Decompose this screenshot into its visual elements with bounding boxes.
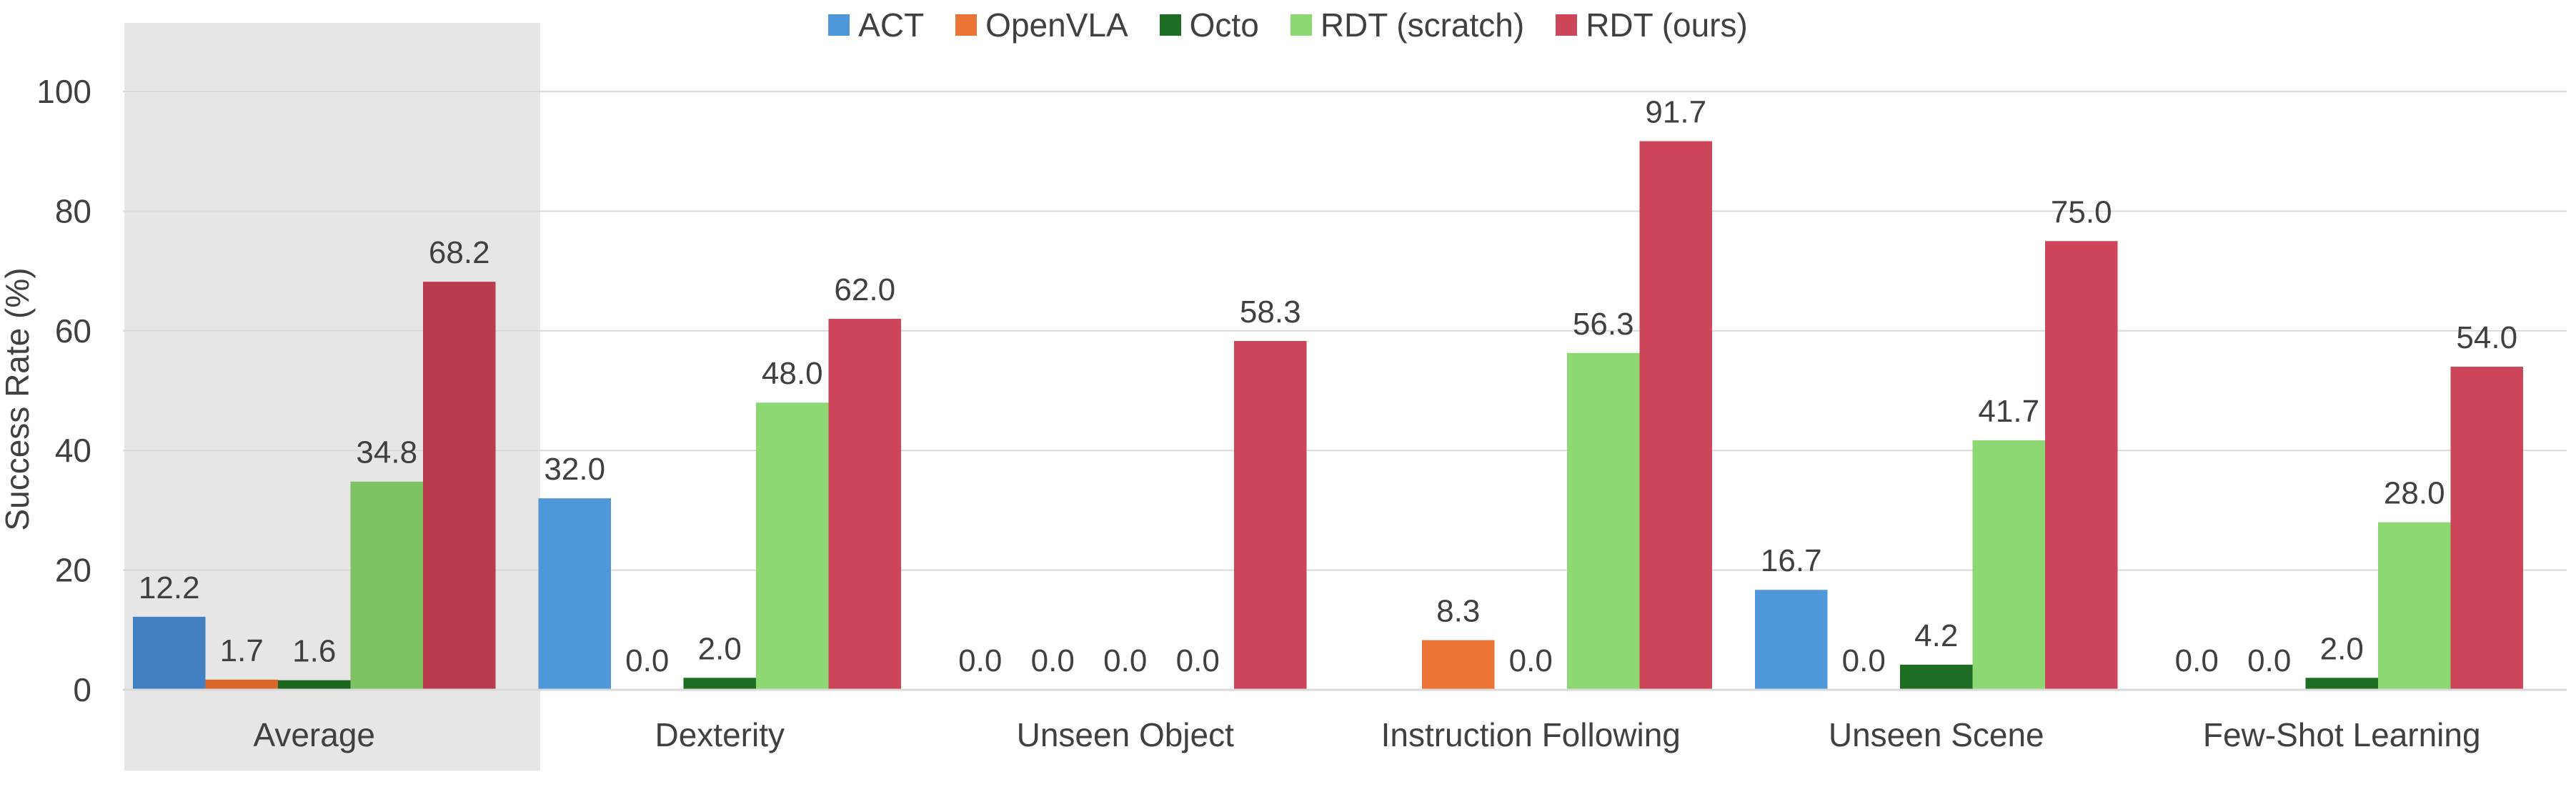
bar (2378, 522, 2451, 690)
data-label: 28.0 (2384, 476, 2445, 511)
legend-item: Octo (1159, 6, 1259, 44)
legend-swatch (955, 14, 978, 36)
y-tick-label: 0 (73, 671, 91, 708)
bar (278, 680, 351, 690)
legend-label: OpenVLA (985, 6, 1128, 44)
x-tick-label: Instruction Following (1381, 716, 1681, 753)
data-label: 54.0 (2456, 320, 2517, 355)
legend-label: Octo (1189, 6, 1259, 44)
y-tick-label: 40 (55, 432, 91, 469)
bar (1900, 664, 1973, 690)
legend-label: RDT (scratch) (1320, 6, 1525, 44)
y-tick-label: 80 (55, 192, 91, 229)
data-label: 1.7 (220, 633, 264, 668)
legend-swatch (1159, 14, 1181, 36)
y-tick-label: 20 (55, 552, 91, 589)
data-label: 0.0 (958, 643, 1002, 678)
bar (133, 616, 206, 690)
data-label: 56.3 (1573, 307, 1634, 342)
legend-label: RDT (ours) (1586, 6, 1748, 44)
data-label: 8.3 (1436, 594, 1480, 629)
bar (828, 319, 901, 690)
data-label: 41.7 (1978, 394, 2039, 429)
y-axis-label: Success Rate (%) (0, 267, 36, 530)
data-label: 48.0 (762, 356, 823, 391)
legend-swatch (828, 14, 850, 36)
x-tick-label: Few-Shot Learning (2203, 716, 2481, 753)
data-label: 16.7 (1761, 543, 1822, 578)
bar (1639, 141, 1712, 690)
x-tick-label: Unseen Scene (1829, 716, 2044, 753)
data-label: 0.0 (625, 643, 669, 678)
x-tick-label: Unseen Object (1017, 716, 1234, 753)
data-label: 32.0 (544, 452, 605, 487)
data-label: 1.6 (292, 634, 336, 669)
bar (2045, 241, 2118, 690)
legend-item: RDT (ours) (1556, 6, 1748, 44)
bar (683, 678, 756, 690)
bar (205, 679, 278, 690)
bar (538, 498, 611, 690)
data-label: 0.0 (2175, 643, 2219, 678)
x-tick-label: Average (253, 716, 375, 753)
bar (423, 282, 496, 690)
bar (1234, 341, 1307, 690)
y-tick-label: 60 (55, 312, 91, 350)
y-tick-label: 100 (36, 73, 91, 110)
data-label: 0.0 (2247, 643, 2291, 678)
bar (1422, 640, 1495, 690)
data-label: 0.0 (1031, 643, 1075, 678)
legend-item: RDT (scratch) (1290, 6, 1525, 44)
data-label: 0.0 (1103, 643, 1147, 678)
legend-item: OpenVLA (955, 6, 1128, 44)
legend-label: ACT (858, 6, 925, 44)
data-label: 2.0 (698, 631, 742, 666)
bar (2305, 678, 2378, 690)
bar (350, 481, 423, 690)
legend-swatch (1290, 14, 1312, 36)
bar (756, 402, 829, 690)
bar (1972, 440, 2045, 690)
data-label: 0.0 (1509, 643, 1553, 678)
data-label: 68.2 (429, 235, 490, 270)
bar (2450, 367, 2523, 690)
data-label: 75.0 (2051, 194, 2112, 229)
bar (1755, 590, 1828, 690)
bar (1567, 352, 1640, 690)
data-label: 62.0 (834, 272, 895, 307)
data-label: 58.3 (1240, 294, 1301, 330)
data-label: 0.0 (1842, 643, 1886, 678)
data-label: 34.8 (356, 435, 417, 470)
legend-swatch (1556, 14, 1578, 36)
legend-item: ACT (828, 6, 924, 44)
data-label: 2.0 (2320, 631, 2364, 666)
x-tick-label: Dexterity (655, 716, 785, 753)
data-label: 4.2 (1914, 618, 1958, 653)
data-label: 0.0 (1176, 643, 1220, 678)
data-label: 12.2 (139, 570, 200, 605)
chart-legend: ACT OpenVLA Octo RDT (scratch) RDT (ours) (0, 0, 2576, 50)
data-label: 91.7 (1645, 94, 1706, 129)
